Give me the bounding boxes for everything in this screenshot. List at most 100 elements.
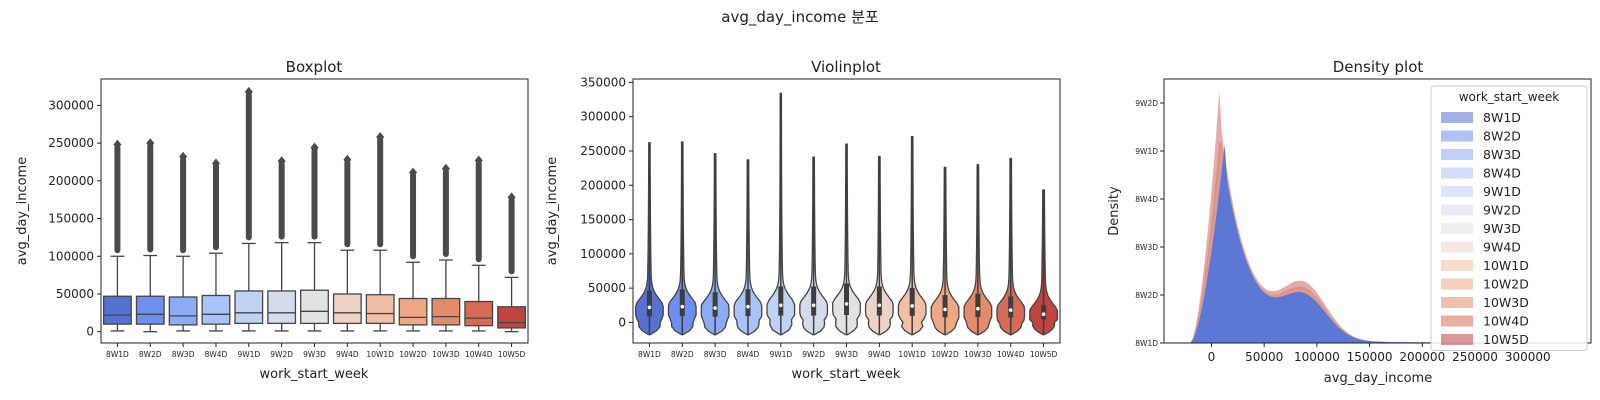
box-outlier-point: [441, 163, 450, 174]
boxplot-ytick-label: 300000: [48, 98, 94, 112]
density-area: [1190, 142, 1560, 343]
violin-median: [1008, 308, 1013, 312]
density-legend-swatch: [1441, 130, 1473, 142]
boxplot-frame: [100, 78, 529, 344]
box-iqr: [398, 297, 428, 326]
violin-ytick-label: 150000: [580, 213, 626, 227]
density-xtick-label: 250000: [1452, 350, 1498, 364]
density-legend-swatch: [1441, 260, 1473, 271]
violin-iqr: [1008, 296, 1014, 318]
box-outliers: [377, 137, 384, 248]
violin-xtick-label: 10W4D: [997, 350, 1025, 359]
violin-iqr: [1041, 305, 1047, 320]
boxplot-xtick-label: 9W1D: [237, 350, 260, 359]
violin-median: [976, 306, 980, 311]
density-legend-label: 8W1D: [1483, 110, 1521, 125]
box-iqr: [497, 306, 527, 329]
density-ytick-label: 9W2D: [1135, 99, 1158, 108]
violin-median: [680, 304, 685, 309]
violin-xtick-label: 10W3D: [964, 350, 992, 359]
box-outlier-point: [211, 158, 220, 169]
violin-ytick-label: 100000: [580, 247, 626, 261]
box-iqr: [135, 295, 165, 325]
violin-iqr: [844, 283, 849, 316]
boxplot-ytick-label: 150000: [48, 212, 94, 226]
box-iqr: [365, 294, 395, 325]
density-xtick-label: 50000: [1245, 350, 1283, 364]
density-legend-swatch: [1441, 297, 1473, 308]
density-frame: [1163, 78, 1592, 344]
violin-ytick-label: 300000: [580, 110, 626, 124]
density-legend-label: 9W1D: [1483, 184, 1521, 199]
violin-iqr: [646, 290, 652, 317]
boxplot-xtick-label: 8W3D: [172, 350, 195, 359]
box-outlier-point: [179, 151, 188, 162]
density-xtick-label: 300000: [1505, 350, 1551, 364]
violin-iqr: [712, 292, 718, 317]
boxplot-panel: Boxplot avg_day_income work_start_week 0…: [15, 58, 529, 382]
boxplot-xtick-label: 10W5D: [498, 350, 526, 359]
density-legend-swatch: [1441, 278, 1473, 290]
density-legend-swatch: [1441, 149, 1473, 160]
boxplot-xtick-label: 10W3D: [432, 350, 460, 359]
density-legend-swatch: [1441, 186, 1473, 197]
violin-xtick-label: 8W1D: [638, 350, 661, 359]
box-iqr: [332, 293, 362, 325]
violinplot-ylabel: avg_day_income: [545, 157, 560, 265]
violin-median: [713, 306, 717, 310]
violin-iqr: [679, 289, 685, 317]
boxplot-ytick-label: 50000: [56, 287, 94, 301]
violin-xtick-label: 10W5D: [1030, 350, 1058, 359]
boxplot-xtick-label: 10W1D: [366, 350, 394, 359]
box-outlier-point: [376, 132, 385, 143]
box-outlier-point: [244, 86, 253, 97]
density-legend-label: 10W3D: [1483, 295, 1529, 310]
box-outlier-point: [507, 192, 516, 203]
violin-median: [877, 303, 882, 308]
density-xlabel: avg_day_income: [1324, 371, 1432, 386]
boxplot-ytick-label: 100000: [48, 249, 94, 263]
density-panel: Density plot Density avg_day_income 8W1D…: [1107, 58, 1592, 386]
violinplot-frame: [632, 78, 1061, 344]
box-outlier-point: [113, 139, 122, 150]
violinplot-xlabel: work_start_week: [792, 367, 901, 382]
violin-ytick-label: 350000: [580, 75, 626, 89]
box-iqr: [267, 290, 297, 325]
violinplot-title: Violinplot: [811, 58, 881, 76]
box-iqr: [464, 300, 494, 327]
boxplot-xtick-label: 8W1D: [106, 350, 129, 359]
density-legend-label: 8W2D: [1483, 129, 1521, 144]
box-outliers: [114, 144, 121, 254]
box-outliers: [147, 143, 154, 253]
box-outliers: [442, 168, 449, 258]
density-legend-label: 10W5D: [1483, 332, 1529, 347]
violin-iqr: [811, 286, 817, 316]
density-title: Density plot: [1333, 58, 1424, 76]
density-legend-swatch: [1441, 334, 1473, 345]
density-legend-label: 10W4D: [1483, 314, 1529, 329]
box-outliers: [311, 147, 318, 240]
violinplot-panel: Violinplot avg_day_income work_start_wee…: [545, 58, 1061, 382]
figure-title: avg_day_income 분포: [721, 8, 879, 27]
violin-xtick-label: 9W4D: [868, 350, 891, 359]
violin-median: [844, 302, 849, 306]
boxplot-xtick-label: 8W4D: [205, 350, 228, 359]
density-legend-swatch: [1441, 223, 1473, 234]
density-xtick-label: 100000: [1294, 350, 1340, 364]
density-xtick-label: 150000: [1347, 350, 1393, 364]
violin-iqr: [909, 287, 915, 316]
box-iqr: [168, 296, 198, 326]
violin-ytick-label: 200000: [580, 178, 626, 192]
violin-xtick-label: 10W2D: [931, 350, 959, 359]
density-legend-label: 8W3D: [1483, 147, 1521, 162]
density-legend-swatch: [1441, 241, 1473, 253]
box-outlier-point: [409, 167, 418, 178]
violin-iqr: [745, 289, 751, 317]
violin-median: [779, 303, 783, 308]
violin-iqr: [975, 293, 981, 317]
box-iqr: [431, 297, 461, 326]
density-legend-label: 9W3D: [1483, 221, 1521, 236]
violin-xtick-label: 9W3D: [835, 350, 858, 359]
box-outlier-point: [146, 138, 155, 149]
